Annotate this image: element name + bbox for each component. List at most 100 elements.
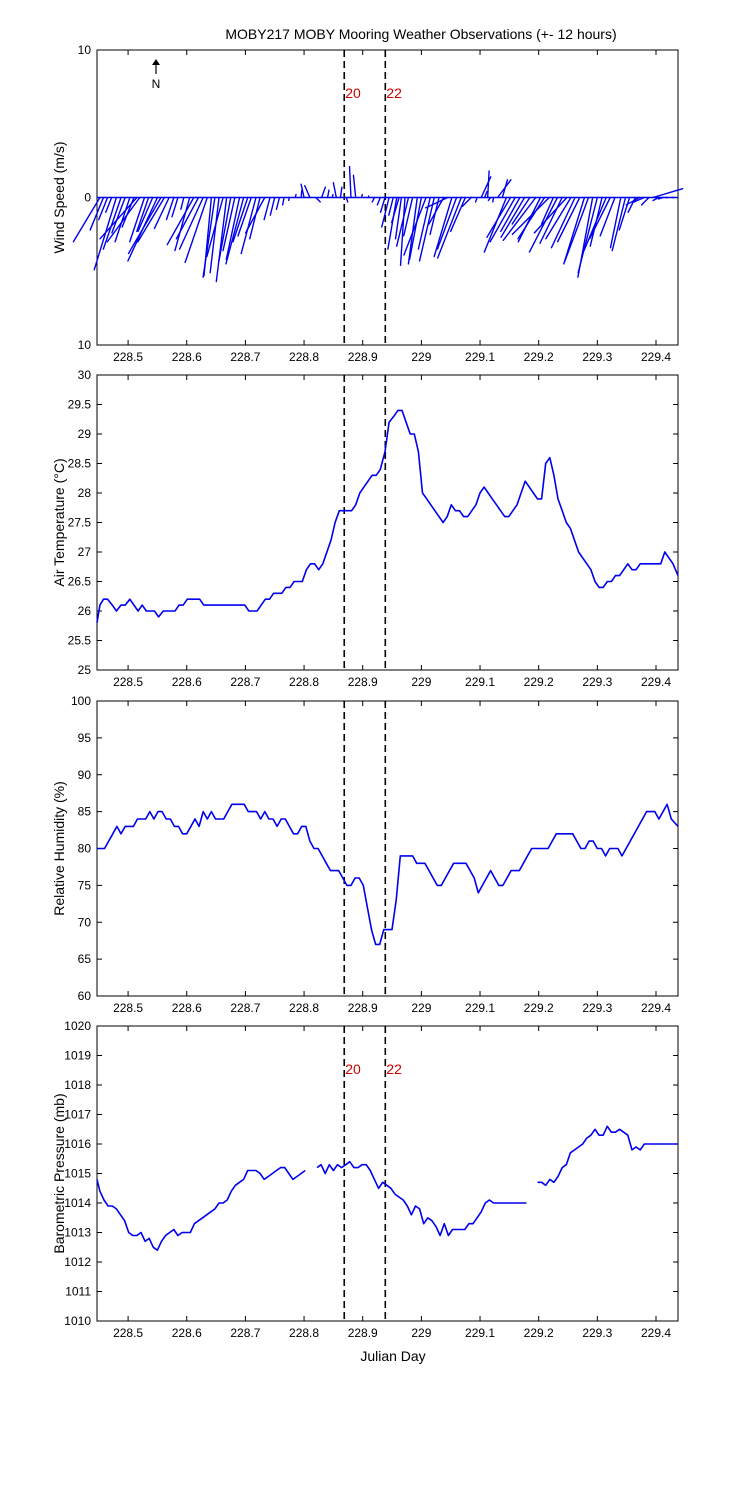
x-tick-label: 229.1 [465,1001,495,1015]
x-tick-label: 228.6 [172,1326,202,1340]
wind-vector [403,196,414,237]
wind-vector [502,196,537,241]
wind-vector [360,193,363,199]
wind-vector [137,196,166,243]
wind-vector [484,190,488,199]
wind-vector [501,179,509,199]
x-tick-label: 228.9 [348,675,378,689]
wind-vector [165,196,175,221]
wind-vector [287,196,291,202]
x-tick-label: 228.5 [113,675,143,689]
wind-vector [583,196,607,252]
x-tick-label: 229.4 [641,350,671,364]
wind-vector [657,196,664,200]
x-tick-label: 229 [411,350,431,364]
wind-vector [206,196,224,258]
y-tick-label: 1011 [65,1285,91,1299]
y-tick-label: 60 [78,989,92,1003]
x-tick-label: 228.5 [113,1326,143,1340]
wind-vector [184,196,208,264]
wind-vector [528,196,559,253]
wind-vector [461,196,472,208]
wind-vector [263,196,271,221]
wind-vector [449,196,467,233]
y-tick-label: 1019 [64,1049,91,1063]
wind-vector [436,196,458,250]
wind-vector [209,196,220,274]
wind-vector [564,196,590,262]
x-axis-label: Julian Day [360,1348,425,1364]
wind-vector [381,196,390,228]
data-series-line [316,1160,527,1237]
wind-vector [511,196,531,225]
y-axis-label: Wind Speed (m/s) [51,141,67,253]
wind-vector [72,196,101,243]
wind-vector [332,182,338,199]
wind-vector [102,196,122,250]
y-tick-label: 1014 [64,1196,91,1210]
wind-vector [136,196,150,233]
north-label: N [152,77,161,91]
x-tick-label: 229.4 [641,1326,671,1340]
y-tick-label: 28 [78,486,92,500]
x-tick-label: 228.6 [172,350,202,364]
wind-vector [633,196,645,203]
wind-vector [533,196,568,234]
wind-vector [545,196,572,240]
x-tick-label: 228.6 [172,1001,202,1015]
y-tick-label: 1012 [64,1255,91,1269]
wind-vector [394,196,403,240]
wind-vector [315,196,321,203]
wind-vector [540,196,555,225]
wind-vector [137,196,154,233]
event-marker-label: 20 [345,1061,361,1077]
wind-vector [618,196,631,231]
wind-vector [99,196,138,240]
y-axis-label: Barometric Pressure (mb) [51,1093,67,1253]
y-tick-label: 25 [78,663,92,677]
y-axis-label: Air Temperature (°C) [51,458,67,586]
x-tick-label: 229.1 [465,350,495,364]
x-tick-label: 229.4 [641,675,671,689]
wind-vector [222,196,236,252]
wind-vector [428,196,445,225]
wind-vector [408,196,423,261]
wind-vector [486,170,490,199]
y-tick-label: 26.5 [68,575,92,589]
wind-vector [399,196,406,267]
wind-vector [500,196,526,239]
wind-vector [429,196,440,236]
wind-vector [391,196,400,224]
y-tick-label: 1017 [64,1108,91,1122]
y-tick-label: 100 [71,694,91,708]
x-tick-label: 228.9 [348,1326,378,1340]
x-tick-label: 228.6 [172,675,202,689]
y-tick-label: 90 [78,768,92,782]
wind-vector [304,184,311,199]
y-tick-label: 28.5 [68,457,92,471]
y-tick-label: 1010 [64,1314,91,1328]
x-tick-label: 229.3 [582,1001,612,1015]
y-tick-label: 10 [78,43,92,57]
wind-vector [487,196,492,202]
wind-vector [609,196,622,249]
x-tick-label: 228.7 [230,350,260,364]
y-axis-label: Relative Humidity (%) [51,781,67,916]
x-tick-label: 229.2 [524,1001,554,1015]
x-tick-label: 229 [411,675,431,689]
wind-vector [180,196,185,211]
wind-vector [418,196,435,262]
wind-vector [395,196,410,247]
wind-vector [331,193,334,199]
wind-vector [388,196,394,216]
y-tick-label: 29 [78,427,92,441]
x-tick-label: 229 [411,1326,431,1340]
north-arrow-icon: N [152,59,161,91]
y-tick-label: 70 [78,915,92,929]
wind-vector [352,174,357,199]
wind-vector [300,189,303,199]
data-series-line [96,1166,306,1251]
x-tick-label: 228.9 [348,1001,378,1015]
y-tick-label: 30 [78,368,92,382]
